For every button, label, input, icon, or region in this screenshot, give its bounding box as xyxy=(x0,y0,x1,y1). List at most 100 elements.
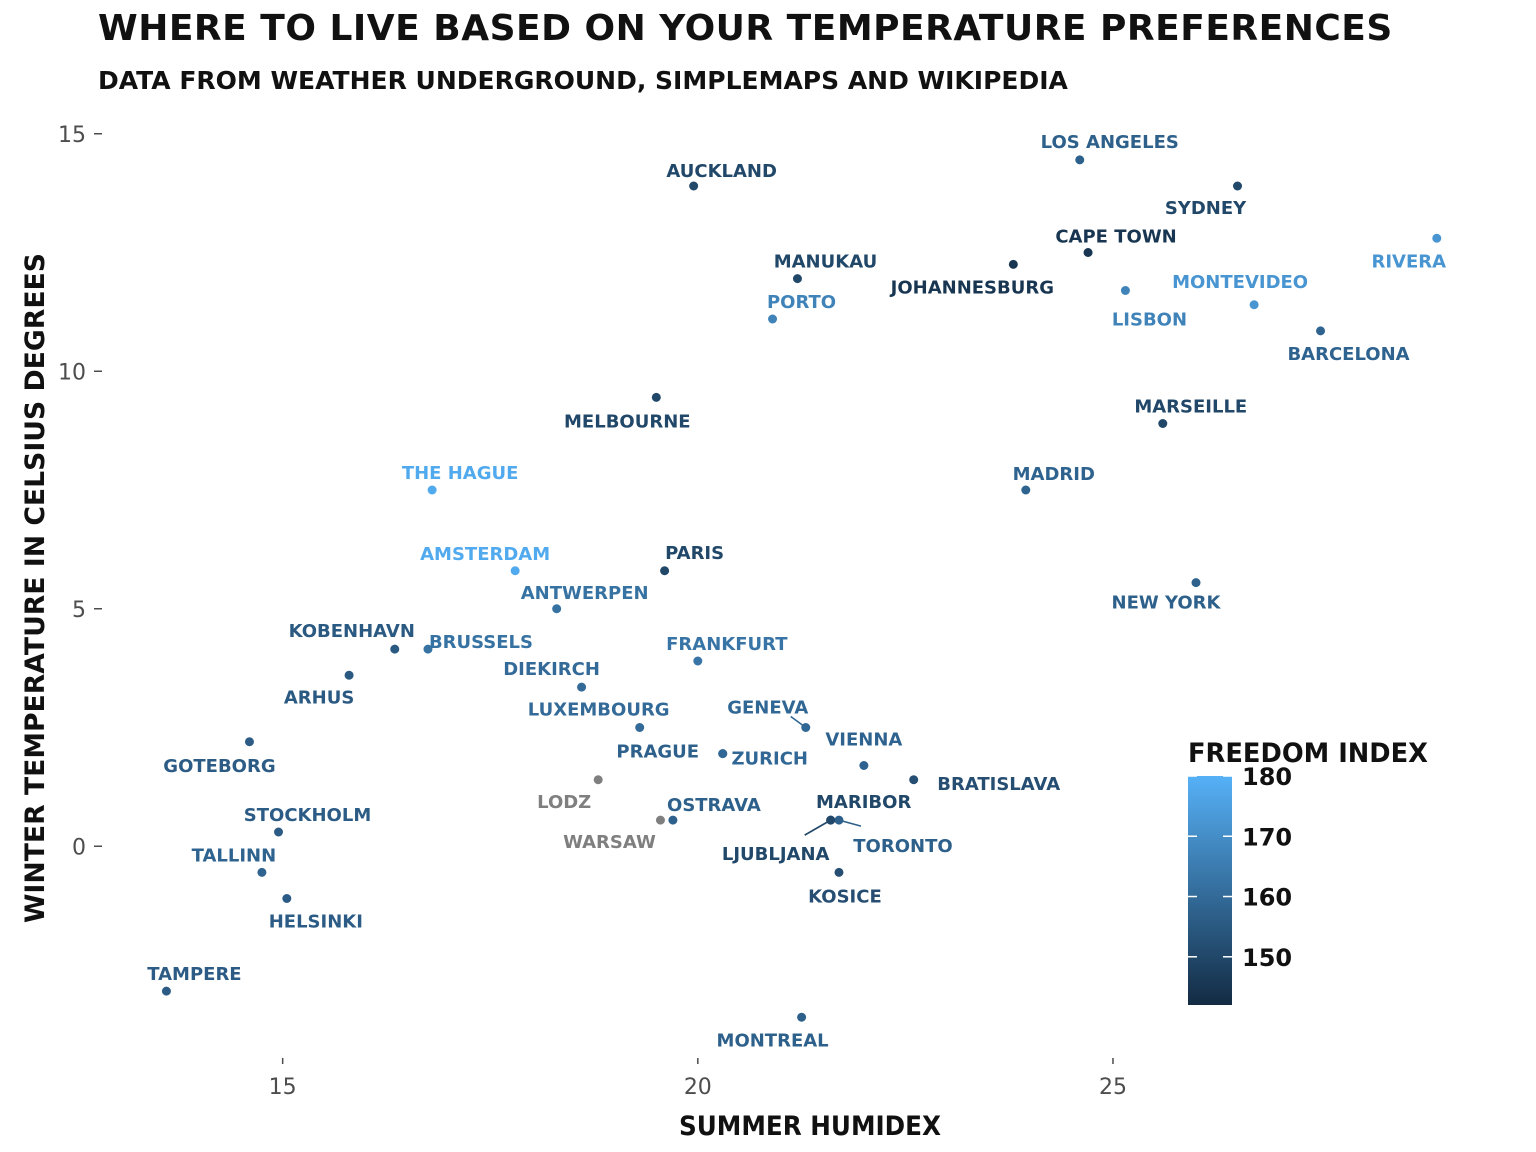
label-rivera: Rivera xyxy=(1371,251,1446,272)
point-melbourne xyxy=(651,392,661,402)
city-labels-layer: Auckland Los Angeles Sydney Cape Town Manuka… xyxy=(147,132,1446,1051)
point-warsaw xyxy=(655,815,665,825)
point-los-angeles xyxy=(1075,155,1085,165)
label-ostrava: Ostrava xyxy=(667,795,761,816)
label-goteborg: Goteborg xyxy=(163,756,275,777)
label-prague: Prague xyxy=(616,742,699,763)
points-layer xyxy=(161,155,1442,1022)
label-geneva: Geneva xyxy=(727,698,808,719)
point-paris xyxy=(660,566,670,576)
point-auckland xyxy=(689,181,699,191)
point-frankfurt xyxy=(693,656,703,666)
label-stockholm: Stockholm xyxy=(244,805,371,826)
label-tallinn: Tallinn xyxy=(192,845,277,866)
point-amsterdam xyxy=(510,566,520,576)
legend-tick-label: 180 xyxy=(1242,763,1292,791)
label-frankfurt: Frankfurt xyxy=(666,634,788,655)
legend-tick-label: 160 xyxy=(1242,884,1292,912)
label-johannesburg: Johannesburg xyxy=(889,277,1054,298)
label-marseille: Marseille xyxy=(1134,397,1247,418)
point-bratislava xyxy=(909,775,919,785)
label-toronto: Toronto xyxy=(853,836,952,857)
point-kobenhavn xyxy=(390,644,400,654)
label-montevideo: Montevideo xyxy=(1172,272,1308,293)
y-tick-label: 5 xyxy=(72,598,86,623)
label-ljubljana: Ljubljana xyxy=(722,844,830,865)
legend-colorbar xyxy=(1188,776,1232,1005)
leader-line-ljubljana xyxy=(804,819,832,836)
axes-layer: 15 20 25 0 5 10 15 xyxy=(58,123,1127,1100)
point-toronto xyxy=(834,815,844,825)
point-manukau xyxy=(792,274,802,284)
point-stockholm xyxy=(274,827,284,837)
label-bratislava: Bratislava xyxy=(937,774,1060,795)
label-maribor: Maribor xyxy=(816,792,911,813)
point-marseille xyxy=(1158,419,1168,428)
label-madrid: Madrid xyxy=(1013,464,1095,485)
y-tick-label: 15 xyxy=(58,123,86,148)
x-tick-label: 15 xyxy=(269,1075,297,1100)
point-new-york xyxy=(1191,578,1201,588)
label-kobenhavn: Kobenhavn xyxy=(289,621,415,642)
label-melbourne: Melbourne xyxy=(564,411,691,432)
point-cape-town xyxy=(1083,248,1093,257)
label-kosice: Kosice xyxy=(808,886,882,907)
point-rivera xyxy=(1432,233,1442,243)
y-tick-label: 10 xyxy=(58,360,86,385)
point-barcelona xyxy=(1316,326,1326,336)
point-vienna xyxy=(859,761,869,770)
point-montevideo xyxy=(1249,300,1259,310)
label-brussels: Brussels xyxy=(429,632,533,653)
point-sydney xyxy=(1233,181,1243,191)
label-vienna: Vienna xyxy=(825,730,902,751)
legend-title: Freedom index xyxy=(1188,738,1428,769)
label-los-angeles: Los Angeles xyxy=(1041,132,1179,153)
chart-subtitle: Data from weather underground, simplemap… xyxy=(98,66,1068,95)
label-new-york: New York xyxy=(1112,593,1222,614)
point-zurich xyxy=(718,749,728,759)
x-tick-label: 25 xyxy=(1099,1075,1127,1100)
point-johannesburg xyxy=(1008,259,1018,269)
point-madrid xyxy=(1021,485,1031,495)
point-brussels xyxy=(423,644,433,654)
label-the-hague: The Hague xyxy=(402,463,519,484)
x-axis-title: Summer humidex xyxy=(679,1111,941,1142)
point-ljubljana xyxy=(826,815,836,825)
point-lisbon xyxy=(1120,286,1130,295)
point-lodz xyxy=(593,775,603,785)
y-axis-title: Winter temperature in Celsius degrees xyxy=(20,253,51,923)
label-montreal: Montreal xyxy=(717,1030,829,1051)
point-porto xyxy=(768,314,778,324)
point-goteborg xyxy=(244,737,254,747)
point-antwerpen xyxy=(552,604,562,614)
legend: Freedom index 150 160 170 180 xyxy=(1188,738,1428,1005)
label-lisbon: Lisbon xyxy=(1112,310,1187,331)
label-diekirch: Diekirch xyxy=(503,659,600,680)
label-manukau: Manukau xyxy=(774,252,877,273)
point-luxembourg xyxy=(635,723,645,732)
label-sydney: Sydney xyxy=(1165,198,1247,219)
chart-title: Where to live based on your temperature … xyxy=(98,8,1393,49)
label-porto: Porto xyxy=(767,292,836,313)
label-auckland: Auckland xyxy=(666,161,777,182)
point-arhus xyxy=(344,670,354,680)
point-tallinn xyxy=(257,867,267,877)
label-barcelona: Barcelona xyxy=(1287,344,1409,365)
legend-tick-label: 150 xyxy=(1242,944,1292,972)
label-antwerpen: Antwerpen xyxy=(521,583,649,604)
label-lodz: Lodz xyxy=(537,792,591,813)
label-arhus: Arhus xyxy=(284,687,354,708)
label-warsaw: Warsaw xyxy=(563,832,656,853)
legend-tick-label: 170 xyxy=(1242,823,1292,851)
label-zurich: Zurich xyxy=(731,749,808,770)
label-cape-town: Cape Town xyxy=(1055,227,1176,248)
point-geneva xyxy=(801,723,811,732)
label-tampere: Tampere xyxy=(147,964,241,985)
point-ostrava xyxy=(668,815,678,825)
point-the-hague xyxy=(427,485,437,495)
point-tampere xyxy=(161,986,171,996)
label-paris: Paris xyxy=(665,543,724,564)
x-tick-label: 20 xyxy=(684,1075,712,1100)
y-tick-label: 0 xyxy=(72,835,86,860)
